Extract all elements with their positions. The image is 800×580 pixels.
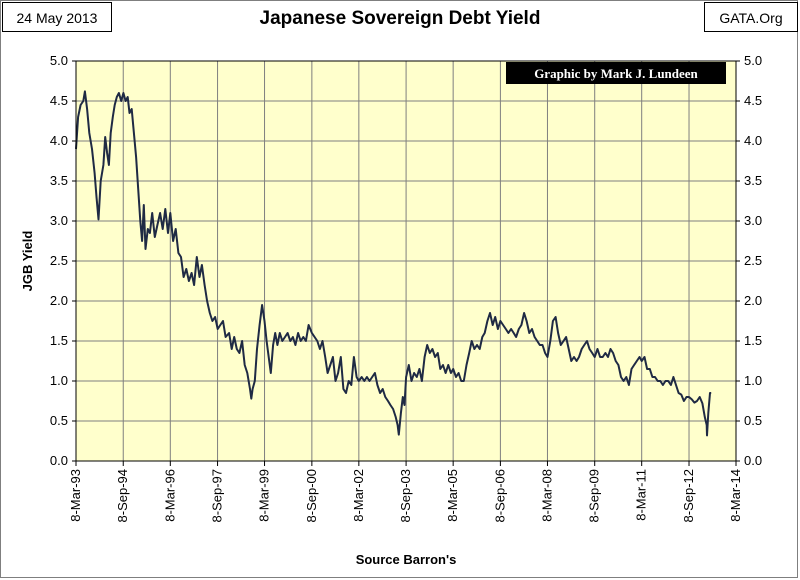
chart-title: Japanese Sovereign Debt Yield bbox=[259, 8, 541, 29]
y-tick-label-left: 0.0 bbox=[50, 453, 68, 468]
credit-text: Graphic by Mark J. Lundeen bbox=[534, 66, 698, 81]
x-tick-label: 8-Mar-11 bbox=[634, 469, 649, 521]
y-tick-label-right: 1.0 bbox=[744, 373, 762, 388]
y-tick-label-left: 1.0 bbox=[50, 373, 68, 388]
y-axis-left: 0.0 0.5 1.0 1.5 2.0 2.5 3.0 3.5 4.0 4.5 5.0 bbox=[50, 53, 76, 468]
x-tick-label: 8-Sep-06 bbox=[492, 469, 507, 522]
x-tick-label: 8-Mar-96 bbox=[162, 469, 177, 522]
y-tick-label-right: 1.5 bbox=[744, 333, 762, 348]
y-tick-label-right: 3.5 bbox=[744, 173, 762, 188]
y-tick-label-right: 3.0 bbox=[744, 213, 762, 228]
y-tick-label-right: 2.5 bbox=[744, 253, 762, 268]
date-label: 24 May 2013 bbox=[2, 2, 112, 32]
gridlines bbox=[76, 61, 736, 461]
y-tick-label-left: 3.5 bbox=[50, 173, 68, 188]
y-tick-label-left: 3.0 bbox=[50, 213, 68, 228]
x-tick-label: 8-Sep-12 bbox=[681, 469, 696, 522]
x-tick-label: 8-Mar-02 bbox=[351, 469, 366, 522]
x-tick-label: 8-Mar-05 bbox=[445, 469, 460, 522]
y-tick-label-right: 0.5 bbox=[744, 413, 762, 428]
y-tick-label-right: 0.0 bbox=[744, 453, 762, 468]
y-tick-label-right: 4.5 bbox=[744, 93, 762, 108]
x-tick-label: 8-Mar-99 bbox=[257, 469, 272, 522]
y-tick-label-left: 1.5 bbox=[50, 333, 68, 348]
y-tick-label-left: 5.0 bbox=[50, 53, 68, 68]
x-tick-label: 8-Sep-00 bbox=[304, 469, 319, 522]
y-tick-label-right: 5.0 bbox=[744, 53, 762, 68]
x-tick-label: 8-Sep-94 bbox=[115, 469, 130, 522]
credit-background bbox=[506, 62, 726, 84]
y-tick-label-left: 2.0 bbox=[50, 293, 68, 308]
y-tick-label-left: 4.0 bbox=[50, 133, 68, 148]
y-tick-label-right: 2.0 bbox=[744, 293, 762, 308]
x-tick-label: 8-Mar-08 bbox=[539, 469, 554, 522]
credit-box: Graphic by Mark J. Lundeen bbox=[506, 62, 726, 84]
x-tick-label: 8-Sep-09 bbox=[587, 469, 602, 522]
series-line-jgb-yield bbox=[75, 90, 712, 437]
y-tick-label-left: 4.5 bbox=[50, 93, 68, 108]
x-tick-label: 8-Sep-03 bbox=[398, 469, 413, 522]
y-tick-label-right: 4.0 bbox=[744, 133, 762, 148]
x-tick-label: 8-Sep-97 bbox=[210, 469, 225, 522]
site-label: GATA.Org bbox=[704, 2, 798, 32]
x-axis: 8-Mar-93 8-Sep-94 8-Mar-96 8-Sep-97 8-Mar-99… bbox=[68, 461, 743, 522]
x-axis-title: Source Barron's bbox=[356, 552, 457, 567]
y-tick-label-left: 2.5 bbox=[50, 253, 68, 268]
y-tick-label-left: 0.5 bbox=[50, 413, 68, 428]
x-tick-label: 8-Mar-14 bbox=[728, 469, 743, 522]
y-axis-title: JGB Yield bbox=[20, 231, 35, 292]
x-tick-label: 8-Mar-93 bbox=[68, 469, 83, 522]
y-axis-right: 0.0 0.5 1.0 1.5 2.0 2.5 3.0 3.5 4.0 4.5 5.0 bbox=[736, 53, 762, 468]
